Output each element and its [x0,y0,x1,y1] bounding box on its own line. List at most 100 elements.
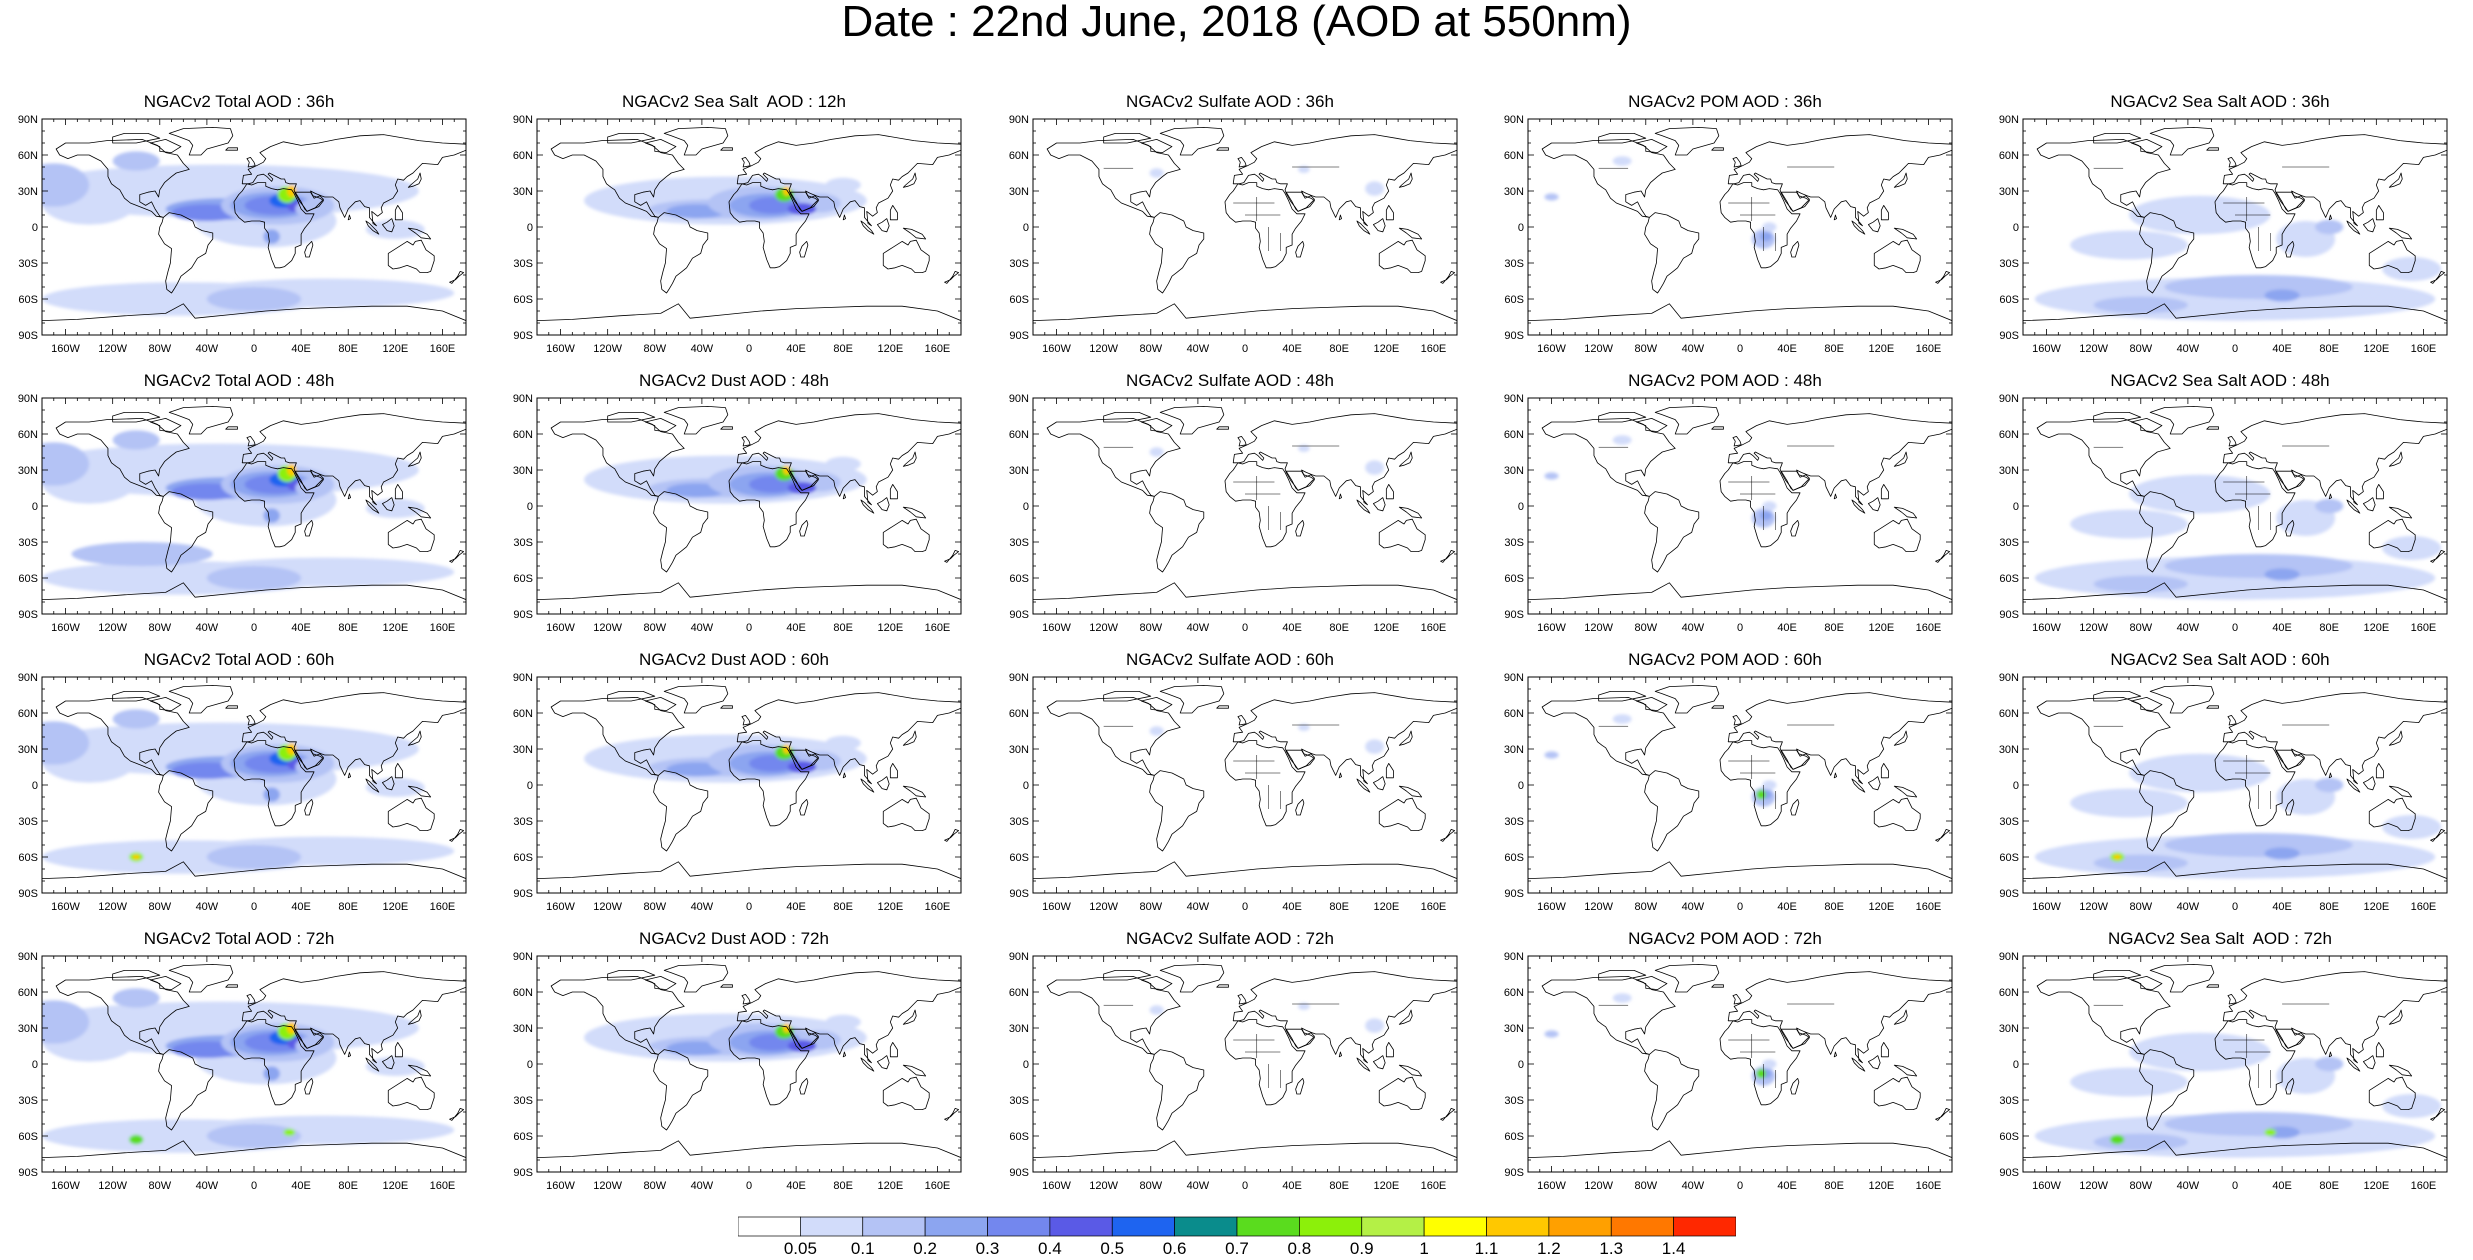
lat-label: 0 [32,780,38,792]
coastline-south-america [1149,212,1205,294]
lon-label: 120W [1089,622,1118,634]
coastline-uk [1732,715,1742,726]
colorbar-swatch [1299,1216,1363,1237]
aod-patch [1760,510,1772,521]
map-panel: NGACv2 Dust AOD : 72h 90N 60N 30N 0 30S 60S 90S… [497,928,971,1198]
aod-field [2034,753,2442,879]
ocean-background [1528,956,1952,1172]
coastline-baffin [1635,696,1668,711]
coastline-sri-lanka [347,493,351,500]
ocean-background [1033,677,1457,893]
lon-label: 40W [1682,622,1705,634]
coastline-africa [2214,461,2296,548]
coastline-new-guinea [407,227,432,240]
lon-label: 120E [2363,622,2389,634]
lat-label: 90S [1009,330,1029,342]
lat-label: 30S [1504,258,1524,270]
coastline-sumatra [1851,499,1866,514]
lat-label: 30N [1999,1023,2019,1035]
coastline-antarctica [42,582,466,600]
coastline-uk [1732,436,1742,447]
panel-title: NGACv2 Sea Salt AOD : 12h [622,92,846,111]
coastline-japan [407,172,422,188]
aod-patch [2093,854,2188,872]
coastline-sri-lanka [1338,214,1342,221]
lat-label: 90S [1504,609,1524,621]
map-plot: 90N 60N 30N 0 30S 60S 90S 160W 120W 80W 40W 0 40E 80E… [513,114,962,355]
lat-label: 0 [2013,1059,2019,1071]
aod-patch [2264,289,2300,302]
lon-label: 40E [786,1180,806,1192]
lon-label: 80E [1329,901,1349,913]
coastline-arctic-islands [607,690,656,702]
lon-label: 80E [2319,622,2339,634]
lon-label: 120E [1373,343,1399,355]
aod-patch [1544,751,1559,759]
lon-label: 40W [196,343,219,355]
lon-label: 0 [1737,622,1743,634]
coastline-antarctica [42,303,466,321]
aod-patch [1544,193,1559,201]
coastline-iceland [1216,147,1229,151]
coastline-iceland [2206,984,2219,988]
aod-patch [263,229,280,244]
lon-label: 120E [1868,622,1894,634]
coastline-south-america [1644,770,1700,852]
coastline-philippines [2375,1042,2384,1058]
coastline-arctic-islands [607,411,656,423]
lat-label: 30N [1504,186,1524,198]
coastline-baffin [644,975,677,990]
coastline-madagascar [1295,519,1305,537]
lat-label: 0 [2013,780,2019,792]
coastline-north-america [2036,975,2171,1055]
aod-patch [206,287,302,311]
lat-label: 90N [18,672,38,684]
aod-patch [2093,296,2188,314]
panel-title: NGACv2 Sulfate AOD : 60h [1126,650,1334,669]
lat-label: 30S [1999,537,2019,549]
colorbar-swatch [738,1216,801,1237]
lon-label: 80E [338,1180,358,1192]
coastline-greenland [1159,963,1225,993]
lon-label: 0 [1242,622,1248,634]
lat-label: 90S [1504,1167,1524,1179]
coastline-arctic-islands [112,690,161,702]
coastline-borneo [1867,776,1881,791]
coastline-north-america [1046,696,1181,776]
coastline-greenland [2149,963,2215,993]
lat-label: 60N [513,708,533,720]
coastline-baffin [1635,975,1668,990]
coastline-uk [1237,157,1247,168]
coastline-philippines [2375,205,2384,221]
coastline-madagascar [799,240,809,258]
lat-label: 60S [1009,852,1029,864]
map-plot: 90N 60N 30N 0 30S 60S 90S 160W 120W 80W 40W 0 40E 80E… [1009,951,1458,1192]
coastline-africa [1719,461,1801,548]
coastline-philippines [889,205,898,221]
lon-label: 40W [691,622,714,634]
lat-label: 0 [527,780,533,792]
lat-label: 30N [1999,186,2019,198]
lat-label: 90N [1504,114,1524,126]
colorbar-label: 0.2 [913,1239,937,1256]
aod-patch [1149,168,1164,178]
coastline-sri-lanka [842,214,846,221]
lon-label: 40E [2272,343,2292,355]
map-panel: NGACv2 Dust AOD : 60h 90N 60N 30N 0 30S 60S 90S… [497,649,971,919]
lat-label: 30S [1009,258,1029,270]
map-panel: NGACv2 Sea Salt AOD : 72h 90N 60N 30N 0 30S 60… [1983,928,2457,1198]
coastline-australia [1378,797,1426,832]
coastline-australia [882,239,930,274]
lat-label: 90N [513,672,533,684]
aod-patch [2164,275,2353,299]
coastline-iceland [225,984,238,988]
coastline-new-guinea [1398,227,1423,240]
coastline-sri-lanka [2328,772,2332,779]
coastline-madagascar [304,240,314,258]
ocean-background [1528,677,1952,893]
aod-patch [1612,435,1632,445]
lon-label: 160W [2032,622,2061,634]
coastline-africa [728,182,810,269]
lon-label: 120E [382,901,408,913]
lon-label: 40E [1777,901,1797,913]
